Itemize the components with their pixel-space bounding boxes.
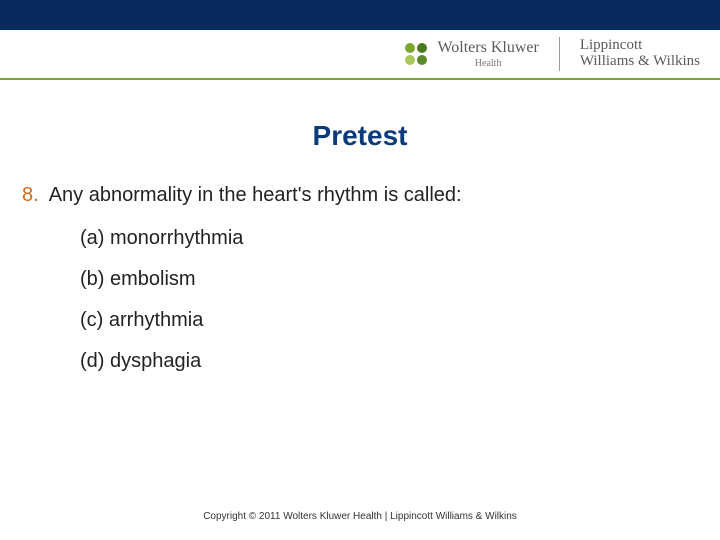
- brand-lww: Lippincott Williams & Wilkins: [580, 38, 700, 70]
- header-green-rule: [0, 78, 720, 80]
- option-c: (c) arrhythmia: [80, 309, 720, 332]
- brand-block: Wolters Kluwer Health Lippincott William…: [405, 37, 700, 71]
- header-white-band: Wolters Kluwer Health Lippincott William…: [0, 30, 720, 78]
- option-a: (a) monorrhythmia: [80, 227, 720, 250]
- option-text: embolism: [110, 268, 196, 290]
- option-label: (d): [80, 350, 104, 372]
- brand-wk-name: Wolters Kluwer: [437, 40, 538, 56]
- option-label: (a): [80, 227, 104, 249]
- option-label: (c): [80, 309, 103, 331]
- brand-separator: [559, 37, 560, 71]
- header-blue-band: [0, 0, 720, 30]
- question-row: 8. Any abnormality in the heart's rhythm…: [0, 184, 720, 207]
- question-number: 8.: [22, 184, 39, 207]
- clover-icon: [405, 43, 427, 65]
- option-b: (b) embolism: [80, 268, 720, 291]
- option-text: dysphagia: [110, 350, 201, 372]
- copyright-footer: Copyright © 2011 Wolters Kluwer Health |…: [0, 511, 720, 522]
- slide-title: Pretest: [0, 120, 720, 152]
- brand-wk-wrap: Wolters Kluwer Health: [437, 40, 538, 69]
- header: Wolters Kluwer Health Lippincott William…: [0, 0, 720, 78]
- brand-lww-line1: Lippincott: [580, 38, 700, 54]
- brand-wk-subline: Health: [437, 58, 538, 69]
- option-label: (b): [80, 268, 104, 290]
- options-list: (a) monorrhythmia (b) embolism (c) arrhy…: [0, 227, 720, 373]
- option-d: (d) dysphagia: [80, 350, 720, 373]
- question-stem: Any abnormality in the heart's rhythm is…: [49, 184, 462, 207]
- brand-lww-line2: Williams & Wilkins: [580, 54, 700, 70]
- option-text: arrhythmia: [109, 309, 203, 331]
- option-text: monorrhythmia: [110, 227, 243, 249]
